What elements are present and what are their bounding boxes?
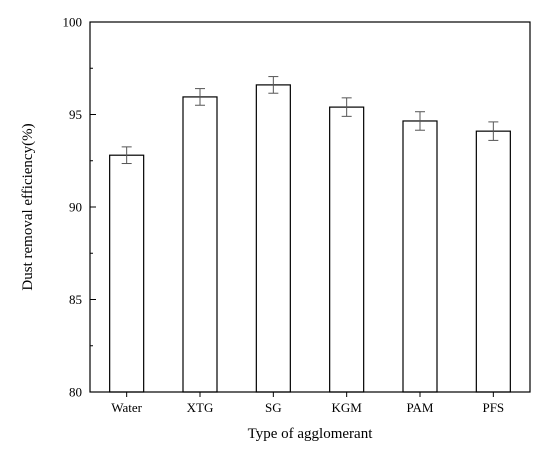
bars-layer <box>109 84 511 393</box>
error-bar-kgm <box>341 97 352 117</box>
x-tick-label: PAM <box>407 400 434 415</box>
error-bars-layer <box>121 76 499 165</box>
bar-pfs <box>475 130 511 393</box>
x-axis-label: Type of agglomerant <box>248 426 374 442</box>
plot-frame <box>89 21 531 393</box>
error-bar-sg <box>268 76 279 94</box>
x-tick-label: XTG <box>187 400 214 415</box>
bar-water <box>109 154 145 393</box>
x-tick-label: Water <box>111 400 142 415</box>
error-bar-pfs <box>488 121 499 141</box>
bar-sg <box>255 84 291 393</box>
y-tick-label: 80 <box>69 385 82 400</box>
y-tick-label: 95 <box>69 107 82 122</box>
y-tick-label: 90 <box>69 200 82 215</box>
bar-kgm <box>329 106 365 393</box>
bar-xtg <box>182 96 218 393</box>
y-tick-label: 85 <box>69 292 82 307</box>
y-tick-label: 100 <box>63 15 83 30</box>
axes-layer: Water XTG SG KGM PAM PFS 80 85 90 95 100 <box>63 15 531 415</box>
bar-pam <box>402 120 438 393</box>
error-bar-pam <box>415 111 425 131</box>
error-bar-water <box>121 146 132 165</box>
x-tick-label: PFS <box>482 400 504 415</box>
y-axis-label: Dust removal efficiency(%) <box>20 123 36 290</box>
error-bar-xtg <box>195 88 205 106</box>
x-tick-label: KGM <box>331 400 362 415</box>
x-tick-label: SG <box>265 400 282 415</box>
